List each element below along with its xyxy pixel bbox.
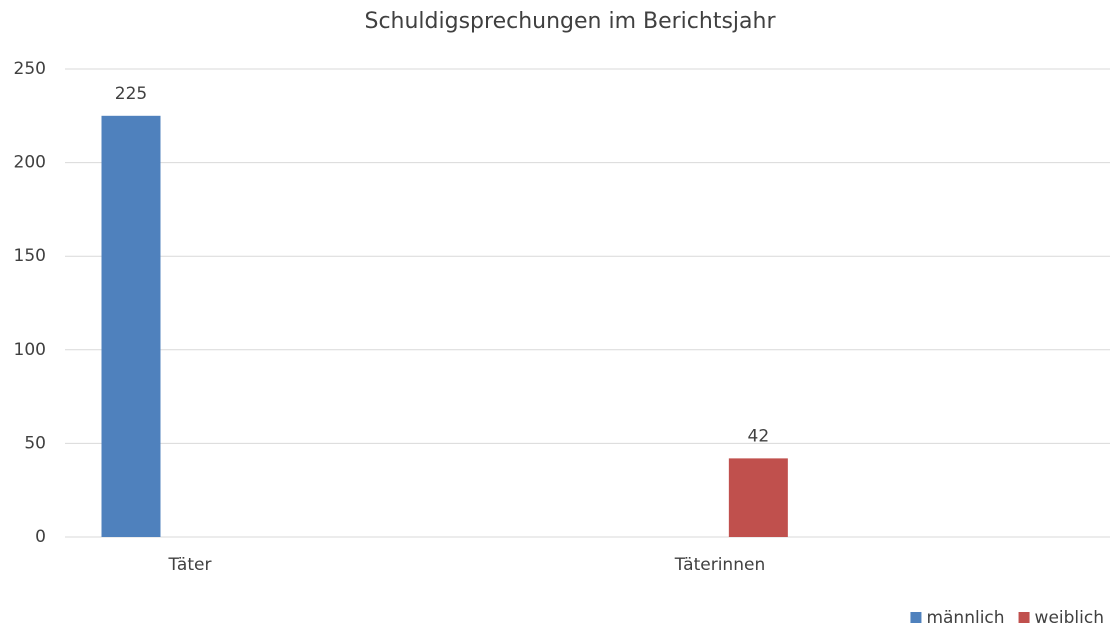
legend-label: männlich — [926, 608, 1004, 628]
x-tick-label: Täter — [168, 555, 212, 575]
bar — [101, 115, 161, 538]
bar — [728, 458, 788, 537]
chart-title: Schuldigsprechungen im Berichtsjahr — [364, 9, 776, 34]
y-tick-label: 250 — [14, 59, 46, 79]
x-tick-label: Täterinnen — [674, 555, 765, 575]
legend-label: weiblich — [1035, 608, 1104, 628]
y-tick-label: 100 — [14, 340, 46, 360]
y-tick-label: 150 — [14, 246, 46, 266]
y-tick-label: 0 — [35, 527, 46, 547]
legend-swatch — [910, 612, 922, 623]
y-tick-label: 50 — [24, 433, 46, 453]
data-label: 42 — [748, 426, 770, 446]
legend-swatch — [1018, 612, 1030, 623]
y-tick-label: 200 — [14, 153, 46, 173]
data-label: 225 — [115, 84, 147, 104]
